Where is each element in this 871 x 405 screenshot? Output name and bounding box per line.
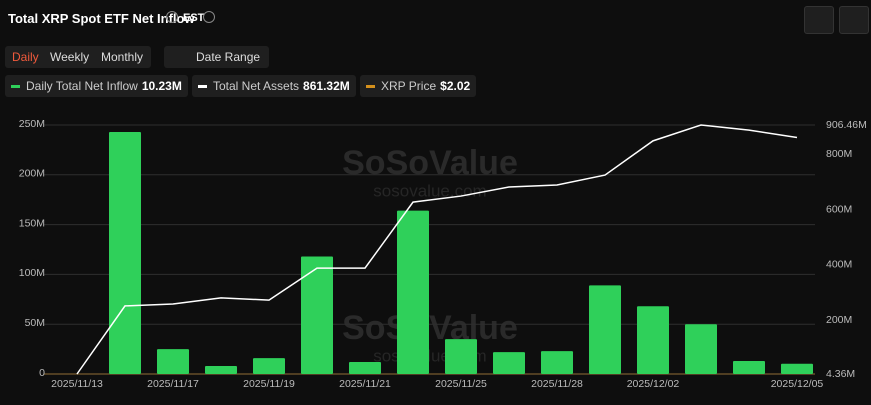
legend-swatch [198, 85, 207, 89]
bar [349, 362, 381, 374]
y-tick-label: 250M [19, 118, 45, 130]
x-tick-label: 2025/11/19 [243, 378, 295, 390]
info-icon[interactable] [166, 11, 178, 23]
x-tick-label: 2025/11/17 [147, 378, 199, 390]
x-tick-label: 2025/11/21 [339, 378, 391, 390]
share-button[interactable] [839, 6, 869, 34]
legend-item[interactable]: Daily Total Net Inflow 10.23M [5, 75, 188, 97]
line [76, 124, 798, 375]
y2-tick-label: 4.36M [826, 368, 855, 380]
bar [493, 352, 525, 374]
y2-tick-label: 600M [826, 203, 852, 215]
legend-name: Daily Total Net Inflow [26, 79, 138, 93]
legend-swatch [11, 85, 20, 89]
legend-name: Total Net Assets [213, 79, 300, 93]
title: Total XRP Spot ETF Net Inflow [8, 11, 195, 26]
bar [685, 324, 717, 374]
watermark: sosovalue.com [373, 181, 486, 200]
legend-value: $2.02 [440, 79, 471, 93]
y-tick-label: 0 [39, 367, 45, 379]
bar [589, 285, 621, 374]
period-button[interactable]: Weekly [50, 50, 90, 64]
fullscreen-button[interactable] [804, 6, 834, 34]
bar [157, 349, 189, 374]
timezone: EST [183, 12, 205, 24]
legend-swatch [366, 85, 375, 89]
legend-item[interactable]: XRP Price $2.02 [360, 75, 477, 97]
y2-tick-label: 400M [826, 259, 852, 271]
x-tick-label: 2025/12/05 [771, 378, 824, 390]
bar [445, 339, 477, 374]
bar [397, 210, 429, 374]
period-group [5, 46, 151, 68]
date-range-button[interactable]: Date Range [196, 50, 261, 64]
legend-value: 10.23M [141, 79, 182, 93]
period-button[interactable]: Monthly [101, 50, 144, 64]
y2-tick-label: 800M [826, 148, 852, 160]
watermark: SoSoValue [342, 309, 518, 347]
x-tick-label: 2025/12/02 [627, 378, 680, 390]
y-tick-label: 150M [19, 217, 45, 229]
date-range-box[interactable] [164, 46, 269, 68]
watermark: SoSoValue [342, 144, 518, 182]
x-tick-label: 2025/11/13 [51, 378, 103, 390]
bar [109, 131, 141, 374]
legend-value: 861.32M [303, 79, 350, 93]
y-tick-label: 100M [19, 267, 45, 279]
y2-tick-label: 906.46M [826, 119, 867, 131]
bar [637, 306, 669, 374]
y2-tick-label: 200M [826, 314, 852, 326]
bar [781, 363, 813, 374]
legend-name: XRP Price [381, 79, 437, 93]
y-tick-label: 50M [25, 317, 45, 329]
x-tick-label: 2025/11/28 [531, 378, 583, 390]
x-tick-label: 2025/11/25 [435, 378, 487, 390]
bar [541, 351, 573, 374]
bar [205, 366, 237, 374]
y-tick-label: 200M [19, 168, 45, 180]
bar [253, 358, 285, 374]
bar [733, 361, 765, 374]
bar [301, 256, 333, 374]
info-icon[interactable] [203, 11, 215, 23]
legend-item[interactable]: Total Net Assets 861.32M [192, 75, 356, 97]
period-button[interactable]: Daily [12, 50, 39, 64]
